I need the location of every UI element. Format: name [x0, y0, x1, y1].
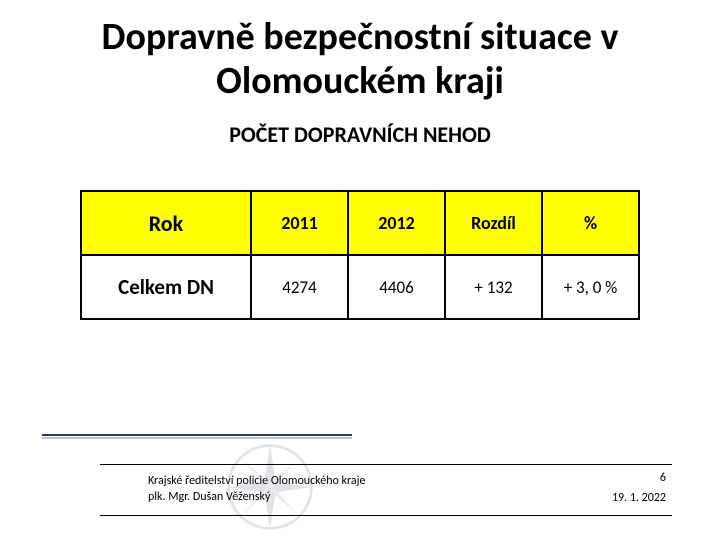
- table-row: Celkem DN 4274 4406 + 132 + 3, 0 %: [81, 255, 639, 319]
- footer-org-line1: Krajské ředitelství policie Olomouckého …: [148, 473, 366, 489]
- col-header-diff: Rozdíl: [445, 191, 542, 255]
- cell-diff: + 132: [445, 255, 542, 319]
- col-header-pct: %: [542, 191, 639, 255]
- slide-title: Dopravně bezpečnostní situace v Olomouck…: [40, 16, 680, 103]
- col-header-2011: 2011: [251, 191, 348, 255]
- page-number: 6: [612, 471, 666, 485]
- cell-2012: 4406: [348, 255, 445, 319]
- col-header-2012: 2012: [348, 191, 445, 255]
- footer-org-line2: plk. Mgr. Dušan Věženský: [148, 489, 366, 505]
- horizontal-divider: [42, 434, 352, 440]
- footer-date: 19. 1. 2022: [612, 491, 666, 505]
- slide-footer: Krajské ředitelství policie Olomouckého …: [100, 464, 672, 516]
- footer-organization: Krajské ředitelství policie Olomouckého …: [148, 473, 366, 505]
- row-label-total: Celkem DN: [81, 255, 251, 319]
- accidents-table: Rok 2011 2012 Rozdíl % Celkem DN 4274 44…: [80, 190, 640, 320]
- cell-2011: 4274: [251, 255, 348, 319]
- table-header-row: Rok 2011 2012 Rozdíl %: [81, 191, 639, 255]
- col-header-year: Rok: [81, 191, 251, 255]
- cell-pct: + 3, 0 %: [542, 255, 639, 319]
- slide-subtitle: POČET DOPRAVNÍCH NEHOD: [40, 121, 680, 148]
